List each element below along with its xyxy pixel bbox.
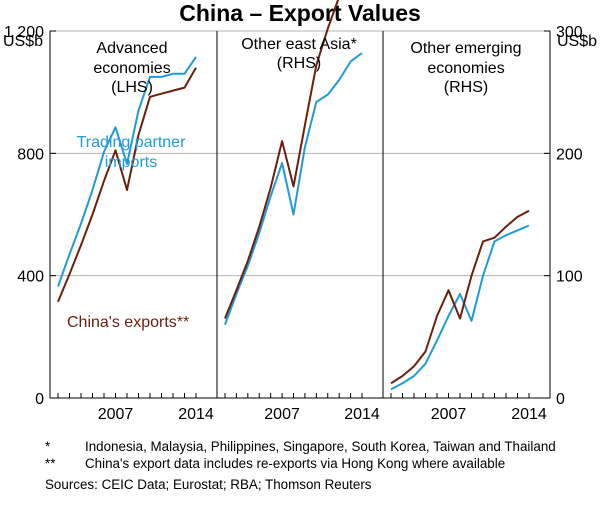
chart: China – Export Values US$b US$b 0 400 800 1…: [3, 0, 597, 423]
left-tick-label-0: 0: [35, 391, 44, 408]
x-tick-label-p2-2007: 2007: [264, 406, 300, 423]
left-tick-label-2: 800: [17, 146, 44, 163]
line-trading-partner-imports-panel-2: [224, 52, 363, 325]
label-chinas-exports: China's exports**: [67, 314, 189, 331]
label-trading-partner-imports-line-2: imports: [105, 154, 157, 171]
right-tick-label-2: 200: [556, 146, 583, 163]
panel-3-name-line-1: Other emerging: [410, 40, 521, 57]
footnote-1-marker: *: [45, 439, 51, 454]
footnote-2-text: China's export data includes re-exports …: [85, 456, 506, 471]
panel-2-name: Other east Asia*: [241, 36, 357, 53]
footnote-1-text: Indonesia, Malaysia, Philippines, Singap…: [85, 439, 556, 454]
chart-title: China – Export Values: [179, 0, 421, 26]
panel-2-header: Other east Asia* (RHS): [241, 36, 357, 72]
left-tick-label-1: 400: [17, 269, 44, 286]
right-tick-label-3: 300: [556, 24, 583, 41]
line-chinas-exports-panel-2: [224, 0, 340, 319]
footnote-2-marker: **: [45, 456, 56, 471]
footnotes: * Indonesia, Malaysia, Philippines, Sing…: [45, 438, 595, 493]
line-chinas-exports-panel-3: [390, 209, 530, 385]
right-tick-label-1: 100: [556, 269, 583, 286]
footnote-2: ** China's export data includes re-expor…: [45, 455, 595, 472]
footnote-1: * Indonesia, Malaysia, Philippines, Sing…: [45, 438, 595, 455]
line-chinas-exports-panel-1: [57, 67, 197, 303]
x-tick-label-p3-2014: 2014: [511, 406, 547, 423]
label-trading-partner-imports: Trading partner imports: [77, 134, 186, 171]
panel-3-header: Other emerging economies (RHS): [410, 40, 521, 96]
x-tick-label-p3-2007: 2007: [431, 406, 467, 423]
panel-1-axis: (LHS): [111, 79, 153, 96]
panel-1-name-line-2: economies: [93, 60, 170, 77]
line-trading-partner-imports-panel-1: [57, 56, 197, 287]
left-tick-label-3: 1 200: [4, 24, 44, 41]
series-lines: [57, 0, 530, 391]
x-tick-label-p1-2014: 2014: [178, 406, 214, 423]
right-tick-label-0: 0: [556, 391, 565, 408]
panel-2-axis: (RHS): [277, 55, 321, 72]
panel-dividers: [216, 31, 384, 398]
sources: Sources: CEIC Data; Eurostat; RBA; Thoms…: [45, 477, 372, 492]
panel-3-axis: (RHS): [444, 79, 488, 96]
panel-3-name-line-2: economies: [427, 60, 504, 77]
x-tick-label-p2-2014: 2014: [344, 406, 380, 423]
axis-ticks: 0 400 800 1 200 0 100 200 300 2007 2007 2007 2014 20…: [4, 24, 583, 423]
panel-1-name-line-1: Advanced: [96, 40, 167, 57]
right-unit-label: US$b: [557, 33, 597, 50]
left-unit-label: US$b: [3, 33, 43, 50]
x-tick-label-p1-2007: 2007: [98, 406, 134, 423]
label-trading-partner-imports-line-1: Trading partner: [77, 134, 186, 151]
line-trading-partner-imports-panel-3: [390, 224, 530, 391]
panel-1-header: Advanced economies (LHS): [93, 40, 170, 96]
